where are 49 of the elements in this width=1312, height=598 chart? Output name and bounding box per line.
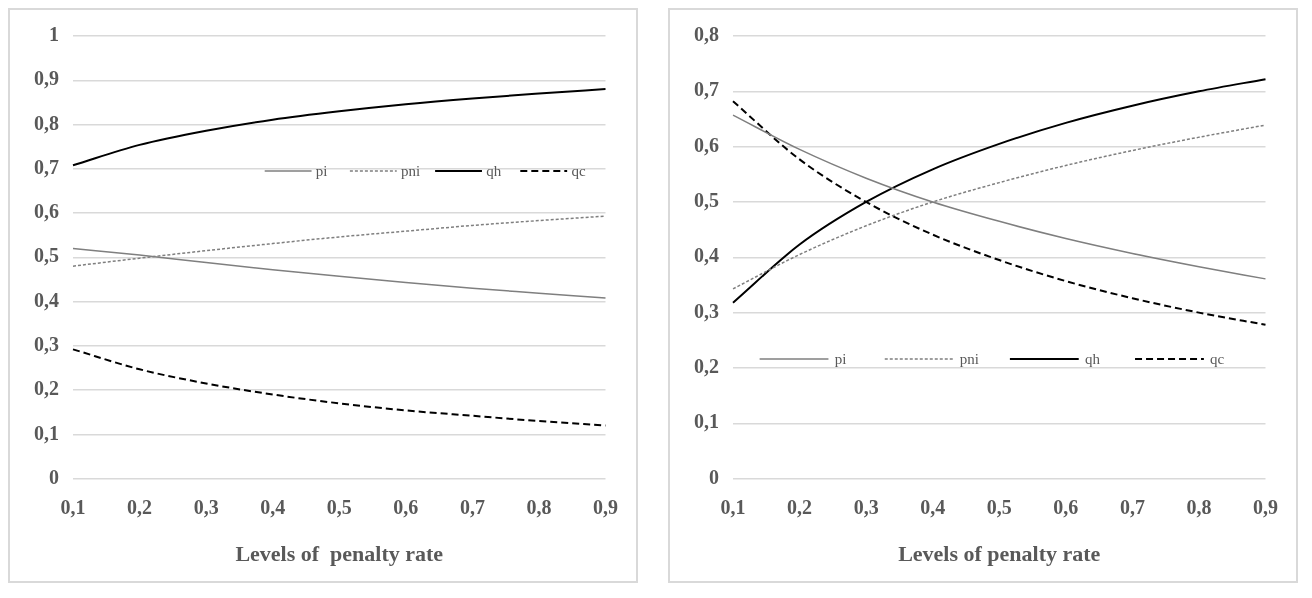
y-tick-label: 0,8: [34, 111, 59, 134]
x-tick-label: 0,7: [1119, 495, 1145, 518]
x-tick-label: 0,5: [986, 495, 1012, 518]
x-tick-label: 0,3: [193, 495, 219, 518]
y-tick-label: 0,4: [694, 244, 719, 267]
legend-label: qc: [1210, 351, 1225, 368]
x-tick-label: 0,1: [720, 495, 746, 518]
x-tick-label: 0,2: [127, 495, 153, 518]
y-tick-label: 0,2: [34, 377, 59, 400]
x-tick-label: 0,6: [1053, 495, 1079, 518]
legend-label: qh: [486, 162, 502, 179]
x-tick-label: 0,8: [526, 495, 552, 518]
y-tick-label: 0,7: [34, 155, 59, 178]
x-tick-label: 0,6: [393, 495, 419, 518]
y-tick-label: 0,1: [694, 410, 719, 433]
legend-label: qc: [571, 162, 586, 179]
y-tick-label: 0: [709, 465, 719, 488]
y-tick-label: 0,5: [694, 189, 719, 212]
x-tick-label: 0,9: [1253, 495, 1278, 518]
y-tick-label: 0,6: [694, 133, 719, 156]
line-series: [72, 348, 607, 427]
legend-label: pni: [401, 162, 421, 179]
x-axis-title: Levels of penalty rate: [898, 541, 1101, 567]
legend-label: pi: [315, 162, 328, 179]
legend-label: qh: [1084, 351, 1101, 368]
legend-label: pi: [834, 351, 847, 368]
x-tick-label: 0,8: [1186, 495, 1212, 518]
x-tick-label: 0,9: [593, 495, 618, 518]
y-tick-label: 0,8: [694, 23, 719, 46]
y-tick-label: 0,4: [34, 288, 59, 311]
y-tick-label: 0,2: [694, 355, 719, 378]
y-tick-label: 0,5: [34, 244, 59, 267]
x-axis-title: Levels of penalty rate: [235, 541, 444, 567]
y-tick-label: 0,9: [34, 67, 59, 90]
y-tick-label: 0,3: [34, 332, 59, 355]
y-tick-label: 0,7: [694, 78, 719, 101]
x-tick-label: 0,7: [459, 495, 485, 518]
y-tick-label: 0,1: [34, 421, 59, 444]
y-tick-label: 0,6: [34, 200, 59, 223]
legend-label: pni: [959, 351, 980, 368]
x-tick-label: 0,2: [787, 495, 813, 518]
x-tick-label: 0,5: [326, 495, 352, 518]
line-series: [72, 88, 607, 167]
y-tick-label: 0: [49, 465, 59, 488]
y-tick-label: 0,3: [694, 299, 719, 322]
x-tick-label: 0,3: [853, 495, 879, 518]
y-tick-label: 1: [49, 23, 59, 46]
x-tick-label: 0,4: [260, 495, 286, 518]
x-tick-label: 0,4: [920, 495, 946, 518]
